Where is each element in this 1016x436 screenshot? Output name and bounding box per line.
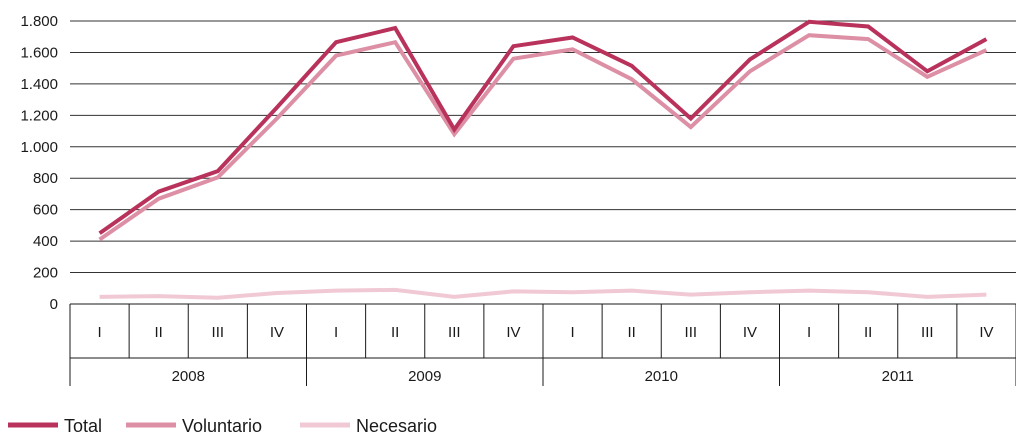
x-tick-label: III	[212, 324, 225, 341]
y-tick-label: 800	[33, 170, 58, 187]
x-tick-label: II	[155, 324, 163, 341]
legend: Total Voluntario Necesario	[8, 416, 437, 436]
series-line-necesario	[99, 287, 987, 300]
y-tick-label: 1.000	[20, 139, 58, 156]
x-tick-label: I	[334, 324, 338, 341]
y-tick-label: 1.400	[20, 76, 58, 93]
x-tick-label: IV	[270, 324, 284, 341]
x-tick-label: III	[921, 324, 934, 341]
legend-label-total: Total	[64, 416, 102, 436]
legend-label-voluntario: Voluntario	[182, 416, 262, 436]
y-tick-label: 200	[33, 265, 58, 282]
y-tick-label: 1.800	[20, 13, 58, 30]
legend-label-necesario: Necesario	[356, 416, 437, 436]
x-tick-label: IV	[743, 324, 757, 341]
x-group-label: 2008	[172, 368, 205, 385]
x-tick-label: II	[864, 324, 872, 341]
y-tick-label: 600	[33, 202, 58, 219]
y-tick-label: 400	[33, 233, 58, 250]
grid-layer	[70, 20, 1016, 305]
x-tick-label: II	[391, 324, 399, 341]
x-group-label: 2009	[408, 368, 441, 385]
x-tick-label: II	[628, 324, 636, 341]
x-tick-label: I	[97, 324, 101, 341]
y-axis-ticks: 0 200 400 600 800 1.000 1.200 1.400 1.600 1.800	[20, 13, 58, 313]
series-line-voluntario	[98, 33, 988, 242]
x-tick-label: III	[448, 324, 461, 341]
x-tick-label: IV	[979, 324, 993, 341]
y-tick-label: 0	[50, 296, 58, 313]
x-tick-label: IV	[506, 324, 520, 341]
x-group-label: 2011	[882, 368, 914, 385]
x-tick-label: I	[807, 324, 811, 341]
series-layer	[98, 19, 988, 300]
x-tick-label: III	[685, 324, 698, 341]
y-tick-label: 1.200	[20, 107, 58, 124]
series-line-total	[98, 19, 988, 235]
x-tick-label: I	[570, 324, 574, 341]
y-tick-label: 1.600	[20, 44, 58, 61]
x-group-label: 2010	[645, 368, 678, 385]
